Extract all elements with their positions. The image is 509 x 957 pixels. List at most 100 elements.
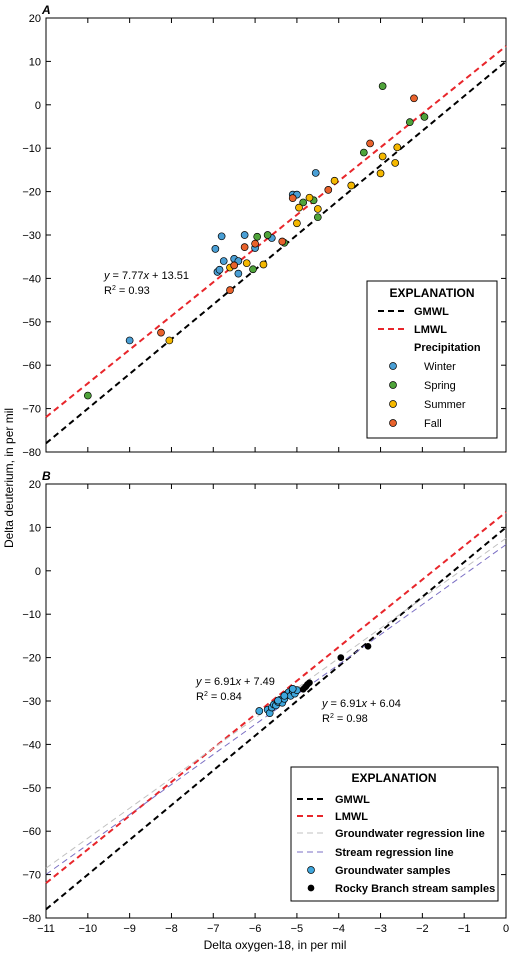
point-summer xyxy=(293,219,301,228)
r-squared-a: R2 = 0.93 xyxy=(104,285,150,297)
point-groundwater-samples xyxy=(255,707,264,715)
regression-equation-a: y = 7.77x + 13.51 xyxy=(103,270,189,282)
point-summer xyxy=(376,169,385,178)
point-winter xyxy=(215,265,224,274)
legend-label-stream: Rocky Branch stream samples xyxy=(335,883,495,895)
legend-marker-stream xyxy=(307,884,315,892)
y-tick-label-b: 0 xyxy=(35,566,41,578)
axis-ticks-b: −11 −10 −9 −8 −7 −6 −5 −4 −3 −2 −1 0−80−70−60−50−40… xyxy=(22,479,509,935)
point-summer xyxy=(242,259,251,268)
point-summer xyxy=(391,159,400,167)
y-tick-label-a: −60 xyxy=(22,360,41,372)
point-rocky-branch-stream-samples xyxy=(337,654,345,661)
legend-label-gmwl-a: GMWL xyxy=(414,306,449,318)
point-winter xyxy=(311,169,320,177)
point-spring xyxy=(249,265,257,274)
legend-title-b: EXPLANATION xyxy=(351,771,436,785)
point-spring xyxy=(405,118,414,127)
point-rocky-branch-stream-samples xyxy=(364,642,372,650)
legend-label-gmwl-b: GMWL xyxy=(335,794,370,806)
x-tick-label-b: −4 xyxy=(332,923,345,935)
point-fall xyxy=(157,328,165,337)
legend-box-b xyxy=(290,766,499,902)
r-squared-stream: R2 = 0.98 xyxy=(322,713,368,725)
point-spring xyxy=(313,213,322,222)
point-summer xyxy=(295,203,303,212)
x-tick-label-b: −2 xyxy=(416,923,429,935)
point-summer xyxy=(165,336,174,345)
legend-label-spring: Spring xyxy=(424,380,456,392)
legend-label-fall: Fall xyxy=(424,418,442,430)
point-summer xyxy=(259,260,268,269)
point-rocky-branch-stream-samples xyxy=(302,682,310,690)
legend-label-summer: Summer xyxy=(424,399,466,411)
point-fall xyxy=(240,243,249,252)
legend-subheading-a: Precipitation xyxy=(414,342,481,354)
reference-lines-a xyxy=(45,45,507,445)
point-spring xyxy=(359,148,368,157)
y-tick-label-a: −20 xyxy=(22,187,41,199)
point-spring xyxy=(378,82,387,90)
y-tick-label-a: 10 xyxy=(29,56,41,68)
legend-label-groundwater: Groundwater samples xyxy=(335,865,451,877)
point-winter xyxy=(240,231,249,239)
y-tick-label-b: −70 xyxy=(22,870,41,882)
data-points-a xyxy=(83,82,429,400)
point-fall xyxy=(278,237,287,246)
point-fall xyxy=(230,261,239,270)
panel-label-a: A xyxy=(41,3,51,17)
legend-title-a: EXPLANATION xyxy=(389,286,474,300)
point-spring xyxy=(263,231,272,239)
y-tick-label-b: −60 xyxy=(22,826,41,838)
point-groundwater-samples xyxy=(288,684,297,693)
x-tick-label-b: −5 xyxy=(291,923,304,935)
legend-label-stream-regression: Stream regression line xyxy=(335,847,454,859)
x-tick-label-b: −10 xyxy=(78,923,97,935)
legend-label-lmwl-a: LMWL xyxy=(414,324,447,336)
point-summer xyxy=(305,193,314,202)
legend-marker-spring xyxy=(389,381,397,389)
x-tick-label-b: −7 xyxy=(207,923,220,935)
x-tick-label-b: −3 xyxy=(374,923,387,935)
y-tick-label-a: −70 xyxy=(22,404,41,416)
legend-marker-fall xyxy=(389,419,397,427)
panel-a: A −80 −70 −60 −50 −40 −30 −20 −10 0 10 20 y = 7.77… xyxy=(22,3,507,459)
regression-equation-groundwater: y = 6.91x + 7.49 xyxy=(195,676,275,688)
x-tick-label-b: −8 xyxy=(165,923,178,935)
y-tick-label-b: −10 xyxy=(22,609,41,621)
y-tick-label-a: −80 xyxy=(22,447,41,459)
x-tick-label-b: −11 xyxy=(37,923,55,935)
point-summer xyxy=(378,152,387,161)
lmwl-a xyxy=(45,45,507,418)
point-fall xyxy=(226,286,234,294)
point-groundwater-samples xyxy=(274,696,282,705)
y-tick-label-b: −20 xyxy=(22,653,41,665)
point-fall xyxy=(251,239,259,248)
y-tick-label-a: 0 xyxy=(35,100,41,112)
point-spring xyxy=(253,232,262,241)
point-groundwater-samples xyxy=(280,691,289,700)
point-fall xyxy=(366,139,374,148)
panel-b: B −11 −10 −9 −8 −7 −6 −5 −4 −3 −2 −1 0−80−70−60−50−… xyxy=(22,469,509,935)
legend-label-winter: Winter xyxy=(424,361,456,373)
x-tick-label-b: −1 xyxy=(458,923,471,935)
legend-box-a xyxy=(366,280,498,439)
point-fall xyxy=(288,194,297,202)
point-winter xyxy=(217,232,226,241)
point-summer xyxy=(313,205,322,213)
point-summer xyxy=(330,176,339,185)
legend-b: EXPLANATION GMWL LMWL Groundwater regres… xyxy=(290,766,499,902)
legend-label-lmwl-b: LMWL xyxy=(335,811,368,823)
legend-marker-summer xyxy=(389,400,397,408)
point-winter xyxy=(125,336,134,345)
y-tick-label-a: −50 xyxy=(22,317,41,329)
legend-marker-winter xyxy=(389,362,397,370)
x-axis-label: Delta oxygen-18, in per mil xyxy=(204,938,347,952)
point-winter xyxy=(234,269,243,278)
data-points-b xyxy=(255,642,372,718)
y-tick-label-b: −50 xyxy=(22,783,41,795)
x-tick-label-b: −6 xyxy=(249,923,262,935)
stream-regression-line-b xyxy=(45,544,507,875)
point-winter xyxy=(211,245,220,253)
